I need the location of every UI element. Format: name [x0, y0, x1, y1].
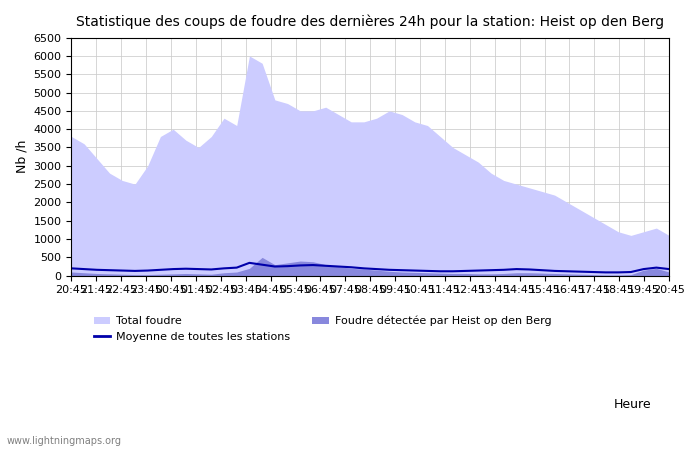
- Y-axis label: Nb /h: Nb /h: [15, 140, 28, 173]
- Text: Heure: Heure: [613, 398, 651, 411]
- Title: Statistique des coups de foudre des dernières 24h pour la station: Heist op den : Statistique des coups de foudre des dern…: [76, 15, 664, 30]
- Text: www.lightningmaps.org: www.lightningmaps.org: [7, 436, 122, 446]
- Legend: Total foudre, Moyenne de toutes les stations, Foudre détectée par Heist op den B: Total foudre, Moyenne de toutes les stat…: [90, 311, 556, 346]
